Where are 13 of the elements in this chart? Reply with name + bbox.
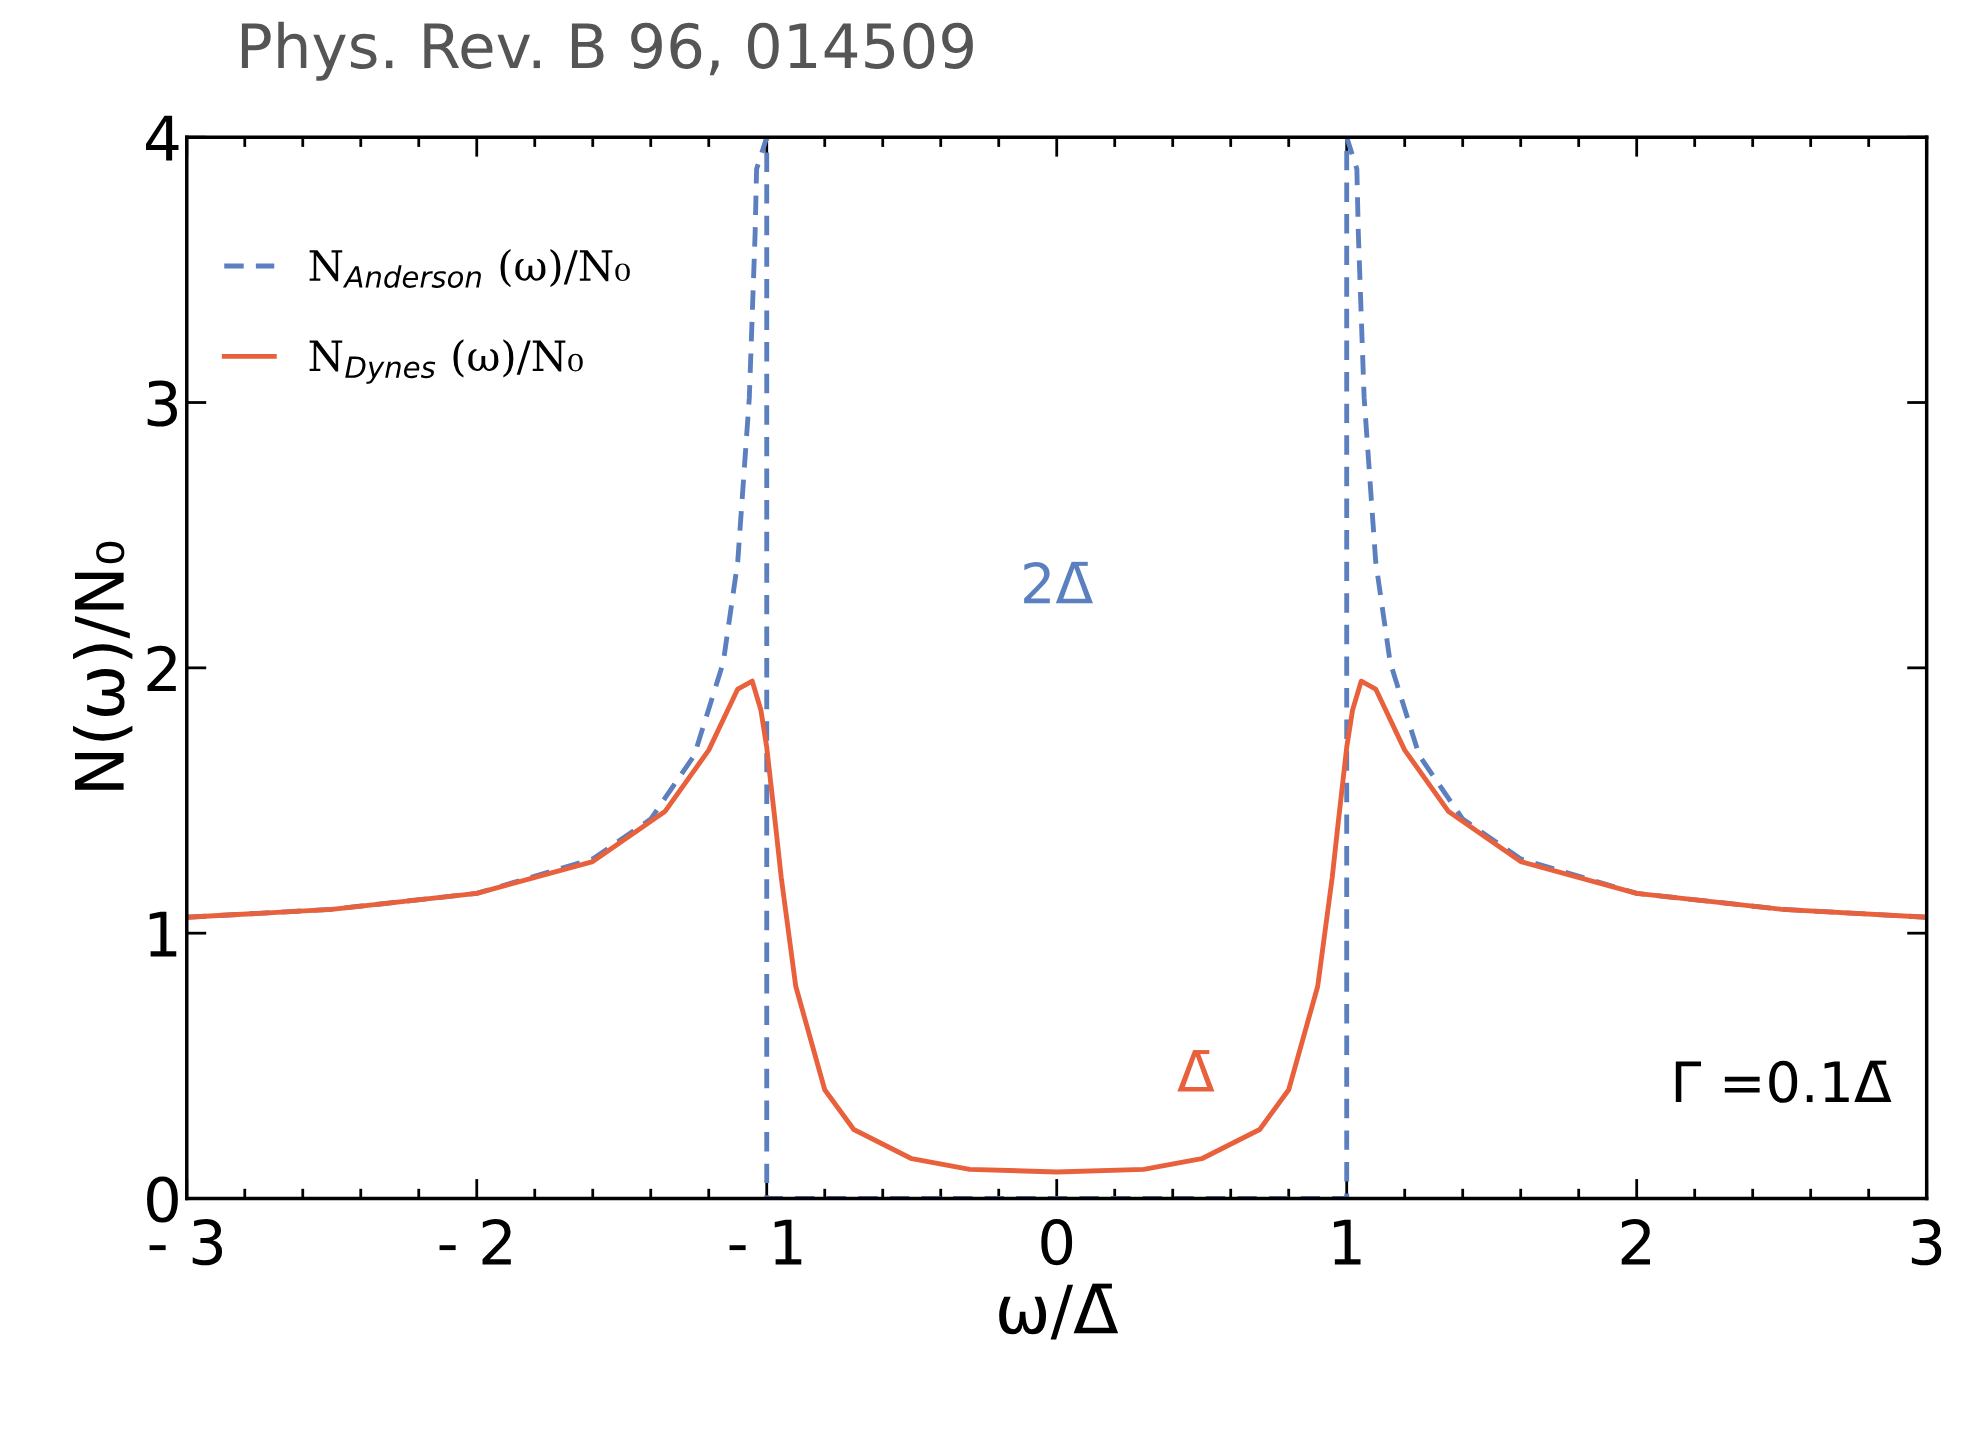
x-tick-label: 0 (1041, 1219, 1073, 1266)
x-axis-title: ω/Δ̄ (999, 1283, 1119, 1340)
y-tick-label: 3 (147, 380, 178, 427)
x-tick-label: - 1 (729, 1219, 802, 1265)
y-tick-label: 4 (146, 115, 179, 161)
x-tick-label: - 2 (439, 1219, 511, 1265)
x-tick-label: 2 (1621, 1219, 1651, 1265)
y-tick-label: 1 (149, 911, 177, 957)
x-tick-label: 3 (1911, 1219, 1942, 1266)
y-axis-title: N(ω)/N₀ (73, 541, 133, 790)
chart-title: Phys. Rev. B 96, 014509 (241, 21, 973, 81)
x-tick-label: 1 (1333, 1219, 1361, 1265)
y-tick-label: 2 (147, 645, 176, 692)
